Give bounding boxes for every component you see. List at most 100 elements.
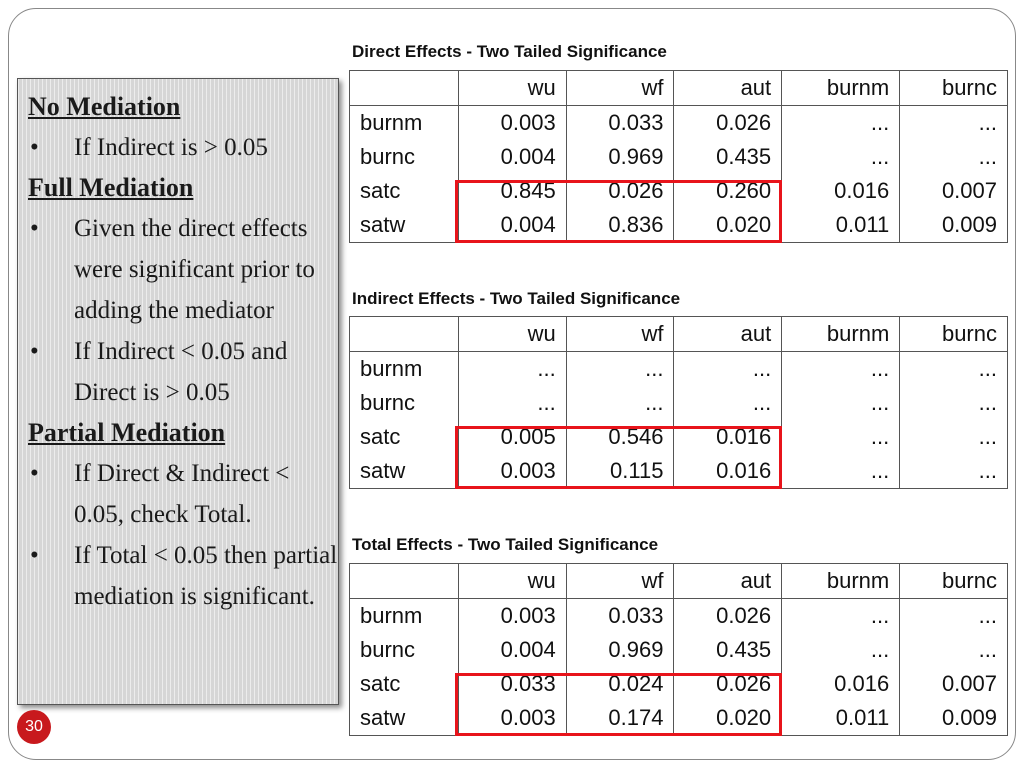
- column-header: wf: [565, 70, 675, 106]
- column-header: aut: [673, 316, 783, 352]
- table-cell: ...: [899, 420, 1008, 454]
- table-cell: 0.033: [565, 105, 675, 140]
- table-row: satw 0.003 0.174 0.020 0.011 0.009: [349, 701, 1008, 736]
- table-cell: ...: [781, 105, 901, 140]
- table-cell: ...: [899, 351, 1008, 386]
- table-cell: ...: [565, 386, 675, 420]
- column-header: [349, 70, 459, 106]
- bullet-icon: •: [30, 460, 39, 487]
- table-row: burnm ... ... ... ... ...: [349, 351, 1008, 386]
- mediation-rules-panel: No Mediation • If Indirect is > 0.05 Full…: [17, 78, 339, 705]
- column-header: burnc: [899, 563, 1008, 599]
- direct-effects-title: Direct Effects - Two Tailed Significance: [352, 42, 667, 61]
- bullet-icon: •: [30, 338, 39, 365]
- column-header: wu: [458, 70, 567, 106]
- column-header: wf: [565, 316, 675, 352]
- table-cell: 0.020: [673, 208, 783, 243]
- partial-mediation-heading: Partial Mediation: [28, 418, 226, 447]
- total-effects-title: Total Effects - Two Tailed Significance: [352, 535, 659, 554]
- bullet-icon: •: [30, 134, 39, 161]
- column-header: [349, 316, 459, 352]
- table-cell: ...: [899, 454, 1008, 489]
- table-cell: 0.003: [458, 105, 567, 140]
- row-label: burnm: [349, 105, 459, 140]
- table-cell: 0.033: [458, 667, 567, 701]
- table-header-row: wu wf aut burnm burnc: [349, 316, 1008, 352]
- table-cell: ...: [899, 140, 1008, 174]
- table-cell: 0.026: [673, 598, 783, 633]
- row-label: burnc: [349, 386, 459, 420]
- table-cell: 0.003: [458, 454, 567, 489]
- table-row: satw 0.003 0.115 0.016 ... ...: [349, 454, 1008, 489]
- table-cell: ...: [565, 351, 675, 386]
- column-header: burnc: [899, 70, 1008, 106]
- table-cell: ...: [899, 598, 1008, 633]
- table-cell: 0.016: [781, 174, 901, 208]
- table-header-row: wu wf aut burnm burnc: [349, 563, 1008, 599]
- column-header: wu: [458, 563, 567, 599]
- table-header-row: wu wf aut burnm burnc: [349, 70, 1008, 106]
- column-header: burnc: [899, 316, 1008, 352]
- row-label: satw: [349, 208, 459, 243]
- bullet-icon: •: [30, 542, 39, 569]
- row-label: burnc: [349, 633, 459, 667]
- table-cell: 0.115: [565, 454, 675, 489]
- row-label: satc: [349, 420, 459, 454]
- highlight-box: [455, 426, 782, 489]
- table-cell: 0.004: [458, 208, 567, 243]
- table-cell: 0.969: [565, 140, 675, 174]
- no-mediation-heading: No Mediation: [28, 92, 181, 121]
- column-header: [349, 563, 459, 599]
- table-cell: ...: [781, 140, 901, 174]
- table-cell: 0.004: [458, 140, 567, 174]
- partial-mediation-bullet: • If Total < 0.05 then partial mediation …: [28, 535, 338, 617]
- table-row: burnm 0.003 0.033 0.026 ... ...: [349, 105, 1008, 140]
- table-cell: ...: [781, 454, 901, 489]
- row-label: satc: [349, 667, 459, 701]
- row-label: satw: [349, 701, 459, 736]
- table-cell: ...: [673, 386, 783, 420]
- table-cell: 0.009: [899, 208, 1008, 243]
- column-header: aut: [673, 563, 783, 599]
- highlight-box: [455, 180, 782, 243]
- table-cell: 0.546: [565, 420, 675, 454]
- table-cell: 0.003: [458, 598, 567, 633]
- row-label: satc: [349, 174, 459, 208]
- row-label: burnm: [349, 598, 459, 633]
- table-cell: 0.004: [458, 633, 567, 667]
- slide-number-badge: 30: [17, 710, 51, 744]
- table-cell: 0.011: [781, 701, 901, 736]
- table-row: burnc 0.004 0.969 0.435 ... ...: [349, 140, 1008, 174]
- table-cell: 0.009: [899, 701, 1008, 736]
- table-cell: 0.011: [781, 208, 901, 243]
- total-effects-table: wu wf aut burnm burnc burnm 0.003 0.033 …: [349, 563, 1008, 736]
- table-cell: 0.033: [565, 598, 675, 633]
- table-cell: ...: [781, 351, 901, 386]
- table-cell: ...: [458, 351, 567, 386]
- full-mediation-bullet: • If Indirect < 0.05 and Direct is > 0.05: [28, 331, 338, 413]
- table-cell: 0.969: [565, 633, 675, 667]
- table-cell: 0.026: [673, 105, 783, 140]
- table-cell: 0.003: [458, 701, 567, 736]
- table-cell: 0.016: [781, 667, 901, 701]
- full-mediation-bullet: • Given the direct effects were significa…: [28, 208, 338, 331]
- indirect-effects-table: wu wf aut burnm burnc burnm ... ... ... …: [349, 316, 1008, 489]
- table-cell: 0.836: [565, 208, 675, 243]
- table-cell: ...: [781, 598, 901, 633]
- bullet-icon: •: [30, 215, 39, 242]
- partial-mediation-bullet: • If Direct & Indirect < 0.05, check Tota…: [28, 453, 338, 535]
- table-cell: 0.007: [899, 667, 1008, 701]
- column-header: aut: [673, 70, 783, 106]
- row-label: satw: [349, 454, 459, 489]
- row-label: burnc: [349, 140, 459, 174]
- no-mediation-bullet: • If Indirect is > 0.05: [28, 127, 338, 168]
- column-header: wf: [565, 563, 675, 599]
- table-cell: 0.435: [673, 140, 783, 174]
- table-cell: 0.007: [899, 174, 1008, 208]
- column-header: wu: [458, 316, 567, 352]
- table-cell: ...: [673, 351, 783, 386]
- table-cell: ...: [899, 633, 1008, 667]
- table-cell: ...: [899, 386, 1008, 420]
- table-row: burnm 0.003 0.033 0.026 ... ...: [349, 598, 1008, 633]
- table-cell: 0.435: [673, 633, 783, 667]
